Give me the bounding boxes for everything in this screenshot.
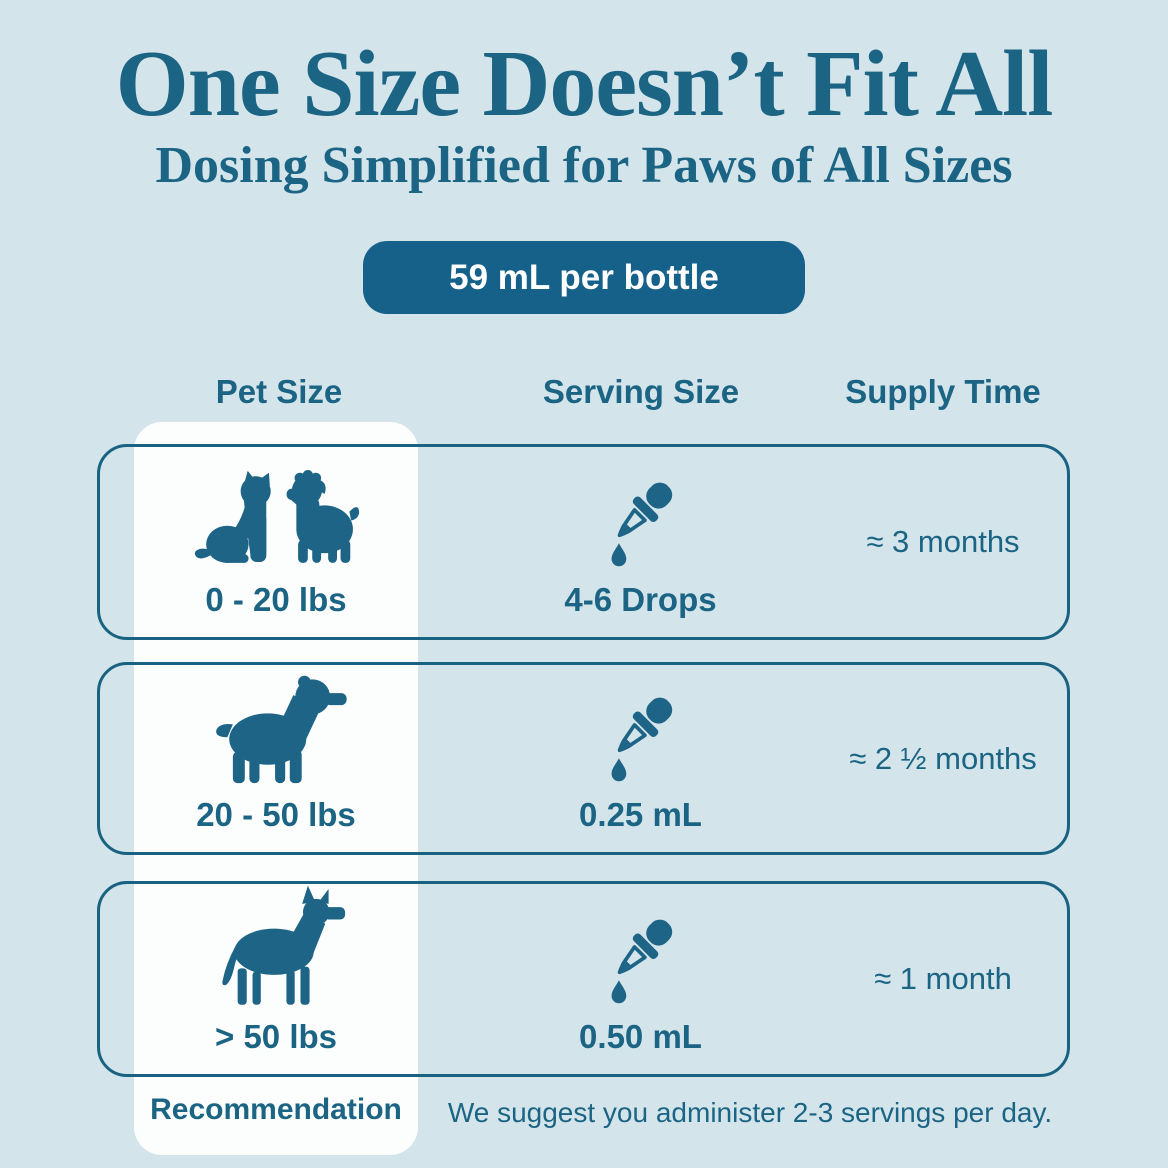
pet-size-highlight-column bbox=[134, 422, 418, 1155]
dropper-icon bbox=[611, 482, 672, 567]
dropper-icon bbox=[611, 697, 672, 782]
dosing-row-small-pets: 0 - 20 lbs 4-6 Drops ≈ 3 months bbox=[97, 444, 1070, 640]
dosing-row-large-pets: > 50 lbs 0.50 mL ≈ 1 month bbox=[97, 881, 1070, 1077]
serving-size-cell: 4-6 Drops bbox=[498, 447, 783, 637]
large-dog-icon bbox=[221, 885, 345, 1005]
column-header-serving-size: Serving Size bbox=[542, 373, 740, 410]
dropper-icon bbox=[611, 919, 672, 1004]
pet-size-label: 20 - 50 lbs bbox=[196, 796, 356, 833]
page-title: One Size Doesn’t Fit All bbox=[115, 32, 1054, 136]
serving-size-cell: 0.50 mL bbox=[498, 884, 783, 1074]
pet-size-label: 0 - 20 lbs bbox=[205, 581, 347, 618]
serving-size-label: 0.50 mL bbox=[579, 1018, 702, 1055]
column-header-pet-size: Pet Size bbox=[215, 373, 343, 410]
supply-time-label: ≈ 2 ½ months bbox=[849, 740, 1037, 776]
dosing-row-medium-pets: 20 - 50 lbs 0.25 mL ≈ 2 ½ months bbox=[97, 662, 1070, 855]
serving-size-label: 4-6 Drops bbox=[564, 581, 717, 618]
recommendation-note: We suggest you administer 2-3 servings p… bbox=[447, 1097, 1053, 1128]
pet-size-cell: > 50 lbs bbox=[134, 884, 418, 1074]
pet-size-cell: 20 - 50 lbs bbox=[134, 665, 418, 852]
recommendation-label: Recommendation bbox=[150, 1093, 402, 1126]
serving-size-cell: 0.25 mL bbox=[498, 665, 783, 852]
bottle-size-badge: 59 mL per bottle bbox=[363, 241, 805, 314]
serving-size-label: 0.25 mL bbox=[579, 796, 702, 833]
supply-time-label: ≈ 3 months bbox=[866, 524, 1020, 559]
medium-dog-icon bbox=[216, 675, 347, 784]
page-subtitle: Dosing Simplified for Paws of All Sizes bbox=[155, 137, 1013, 194]
pet-size-label: > 50 lbs bbox=[215, 1018, 337, 1055]
column-header-supply-time: Supply Time bbox=[845, 373, 1041, 410]
supply-time-label: ≈ 1 month bbox=[874, 961, 1012, 996]
cat-and-small-dog-icon bbox=[194, 470, 360, 563]
pet-size-cell: 0 - 20 lbs bbox=[134, 447, 418, 637]
